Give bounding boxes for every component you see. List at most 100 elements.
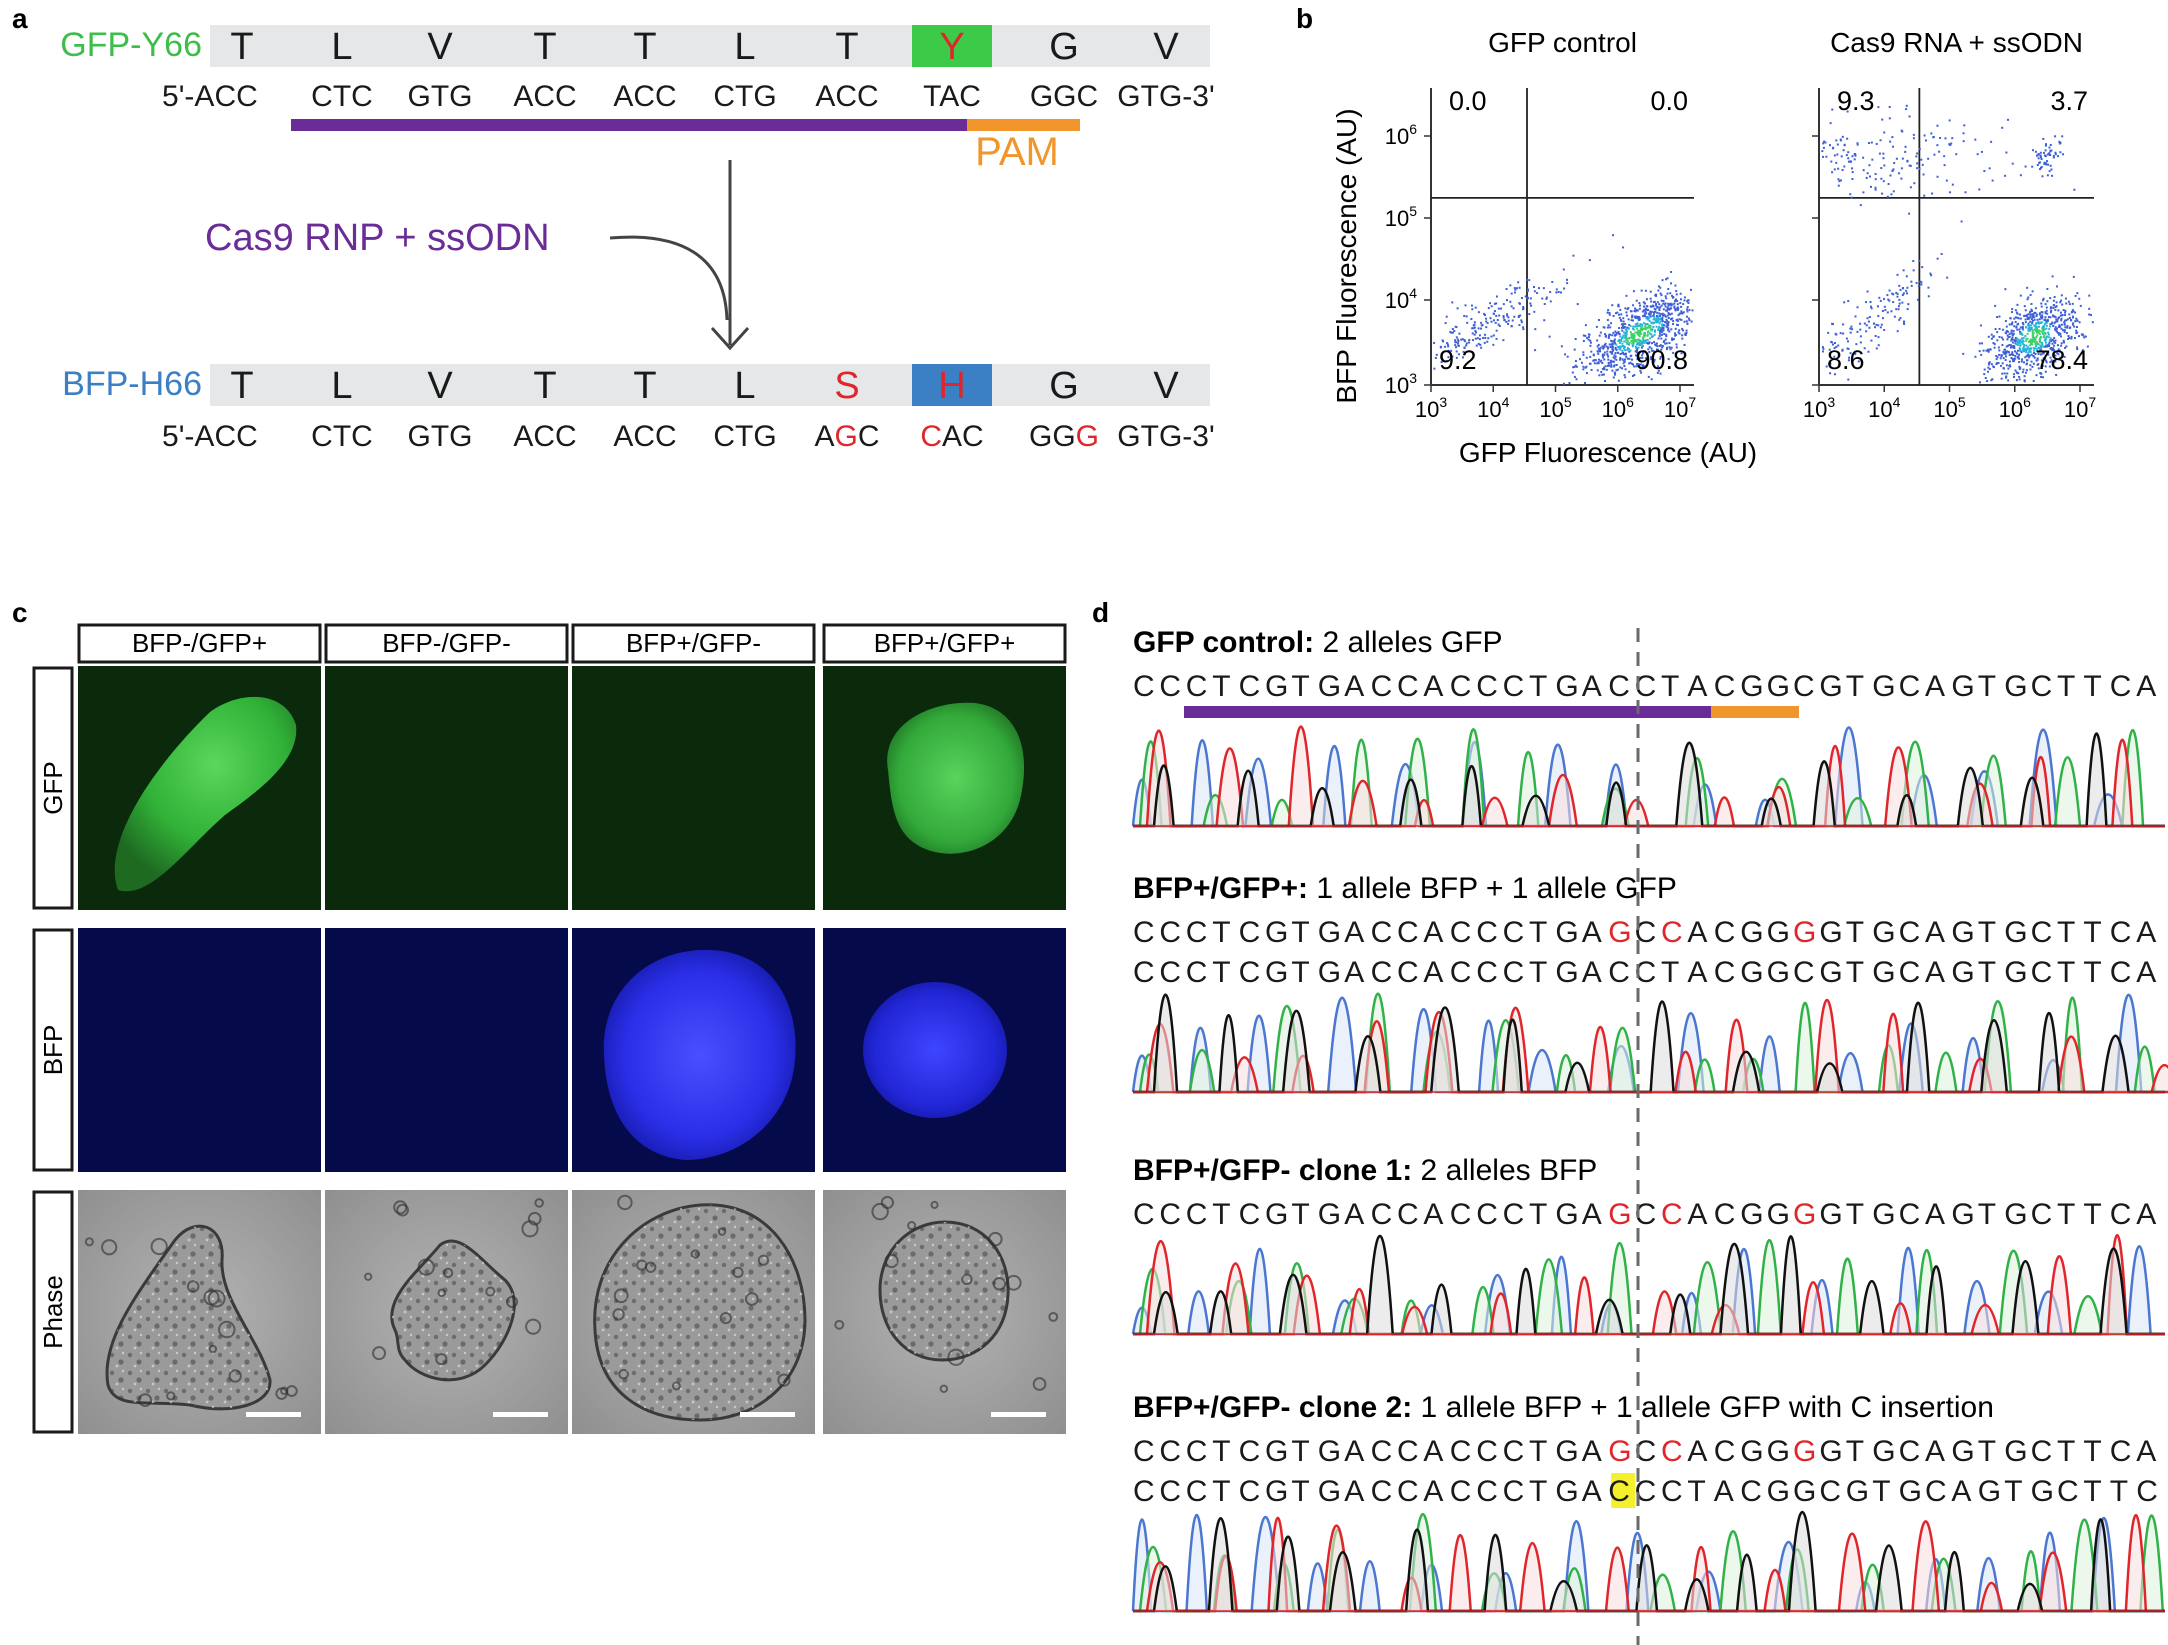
quadrant-upper-left: 0.0 [1449,86,1487,116]
row-label-1: BFP [32,928,74,1172]
panel-b: BFP Fluorescence (AU) GFP Fluorescence (… [1331,27,2096,468]
gfp-y66-highlight [912,25,992,67]
flow-xlabel: GFP Fluorescence (AU) [1459,437,1757,468]
bfp-aa-3: T [533,365,556,407]
panel-label-d: d [1092,597,1109,628]
flow-plot-title: GFP control [1488,27,1637,58]
pam-label: PAM [975,130,1059,174]
chromatogram-trace [1133,1234,2165,1336]
gfp-codon-2: GTG [407,80,472,113]
gfp-codon-6: ACC [815,80,878,113]
quadrant-upper-right: 0.0 [1650,86,1688,116]
gfp-aa-bar [210,25,1210,67]
row-label-2: Phase [32,1190,74,1434]
gfp-aa-2: V [427,26,453,68]
bfp-aa-0: T [230,365,253,407]
chromatogram-trace [1133,728,2165,828]
y-tick-label: 103 [1385,370,1417,398]
scale-bar [246,1412,301,1417]
column-header-label: BFP+/GFP+ [874,628,1016,658]
gfp-y66-label: GFP-Y66 [60,26,202,64]
gfp-codons: 5'-ACC CTC GTG ACC ACC CTG ACC TAC GGC GTG-3' [162,80,1215,113]
chromatogram-trace [1133,993,2165,1094]
bfp-codon-2: GTG [407,420,472,453]
gfp-codon-1: CTC [311,80,373,113]
flow-plot-0: GFP control 103 104 105 106 107 103 104 105 106 0.… [1385,27,1697,422]
row-label-text: GFP [38,761,68,814]
chromatogram-trace [1133,1511,2165,1613]
bfp-aa-8: G [1049,365,1079,407]
gfp-aa-3: T [533,26,556,68]
x-tick-label: 104 [1868,394,1900,422]
chromatogram-trace [1133,1234,2165,1336]
panel-c: BFP-/GFP+ BFP-/GFP- BFP+/GFP- BFP+/GFP+ GFP B… [32,623,1067,1434]
bfp-h66-label: BFP-H66 [62,365,202,403]
section-title: BFP+/GFP- clone 2: 1 allele BFP + 1 alle… [1133,1391,1994,1424]
row-label-text: BFP [38,1025,68,1076]
panel-a: GFP-Y66 T L V T T L T Y G V 5'-ACC CTC GTG ACC ACC CTG… [60,25,1215,453]
treatment-label: Cas9 RNP + ssODN [205,217,550,259]
x-tick-label: 106 [1602,394,1634,422]
bfp-codon-7: CAC [920,420,983,453]
row-label-0: GFP [32,666,74,910]
micrograph-1-1 [325,928,568,1172]
gfp-colony-1 [114,696,297,892]
column-header-2: BFP+/GFP- [571,623,816,664]
gfp-codon-3: ACC [513,80,576,113]
scale-bar [493,1412,548,1417]
bfp-codon-0: 5'-ACC [162,420,258,453]
sequence-section-1: BFP+/GFP+: 1 allele BFP + 1 allele GFP C C… [1131,872,2168,1094]
bfp-codon-4: ACC [613,420,676,453]
panel-label-a: a [12,3,28,34]
gfp-aa-4: T [633,26,656,68]
chromatogram-trace [1133,732,2165,828]
gfp-codon-9: GTG-3' [1117,80,1214,113]
quadrant-upper-left: 9.3 [1837,86,1875,116]
gfp-aa-1: L [331,26,352,68]
flow-ylabel: BFP Fluorescence (AU) [1331,108,1362,403]
gfp-codon-7: TAC [923,80,981,113]
gfp-codon-8: GGC [1030,80,1098,113]
panel-d: GFP control: 2 alleles GFP C C C T C G T G A C C A C C… [1131,626,2168,1613]
bfp-aa-9: V [1153,365,1179,407]
x-tick-label: 106 [1999,394,2031,422]
bfp-aa-2: V [427,365,453,407]
micrograph-0-2 [572,666,815,910]
guide-rna-bar [291,119,967,131]
gfp-aa-6: T [835,26,858,68]
section-title: BFP+/GFP- clone 1: 2 alleles BFP [1133,1154,1597,1187]
x-tick-label: 103 [1415,394,1447,422]
column-header-label: BFP-/GFP+ [132,628,267,658]
chromatogram-trace [1131,1514,2165,1613]
column-header-label: BFP+/GFP- [626,628,761,658]
y-tick-label: 104 [1385,285,1417,313]
bfp-codon-6: AGC [814,420,879,453]
flow-plots: GFP control 103 104 105 106 107 103 104 105 106 0.… [1385,27,2097,422]
bfp-colony-2 [863,982,1007,1118]
quadrant-lower-left: 8.6 [1827,345,1865,375]
quadrant-lower-left: 9.2 [1439,345,1477,375]
quadrant-upper-right: 3.7 [2050,86,2088,116]
bfp-codon-1: CTC [311,420,373,453]
bfp-codons: 5'-ACC CTC GTG ACC ACC CTG AGC CAC GGG GTG-3' [162,420,1215,453]
flow-plot-1: Cas9 RNA + ssODN 103 104 105 106 107 9.3 3.7 8.6… [1803,27,2096,422]
flow-plot-title: Cas9 RNA + ssODN [1830,27,2083,58]
arrow-head-icon [710,326,750,351]
x-tick-label: 104 [1477,394,1509,422]
y-tick-label: 106 [1385,121,1417,149]
quadrant-lower-right: 90.8 [1635,345,1688,375]
guide-rna-bar-d [1184,706,1711,718]
section-title: GFP control: 2 alleles GFP [1133,626,1503,659]
x-tick-label: 103 [1803,394,1835,422]
gfp-codon-5: CTG [713,80,776,113]
bfp-aa-1: L [331,365,352,407]
bfp-aa-7: H [938,365,965,407]
x-tick-label: 105 [1933,394,1965,422]
gfp-codon-4: ACC [613,80,676,113]
pam-bar-d [1711,706,1799,718]
